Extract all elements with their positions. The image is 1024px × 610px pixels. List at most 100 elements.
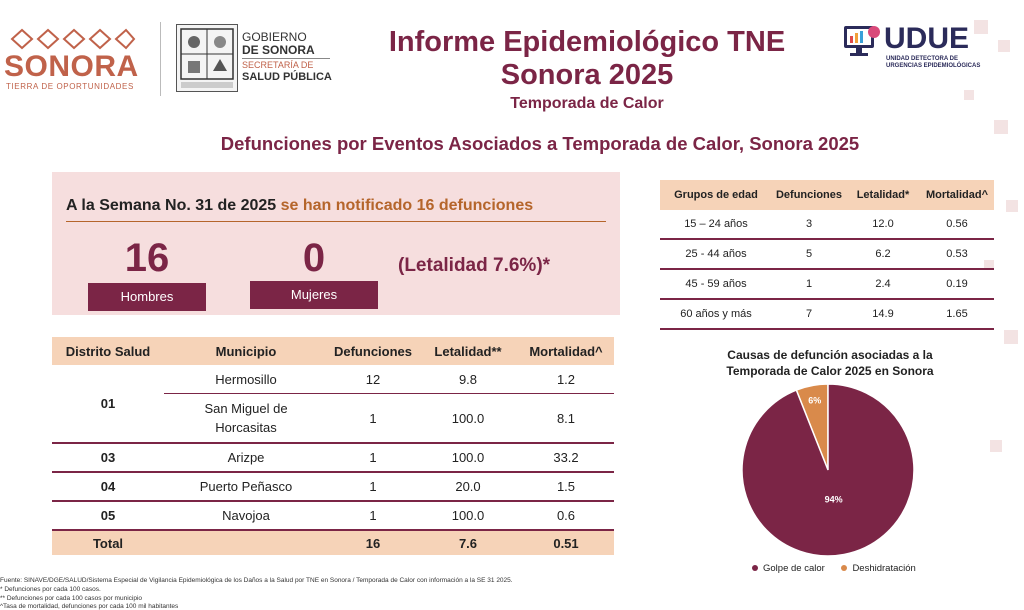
letalidad-cell: 12.0 <box>846 210 920 240</box>
pie-data-label: 94% <box>825 495 843 505</box>
col-header: Letalidad* <box>846 180 920 210</box>
women-count: 0 <box>302 236 326 280</box>
summary-divider <box>66 221 606 222</box>
district-cell: 03 <box>52 443 164 473</box>
letalidad-cell: 100.0 <box>418 501 518 531</box>
gov-line-2: DE SONORA <box>242 43 315 57</box>
total-label: Total <box>52 530 164 555</box>
district-cell: 05 <box>52 501 164 531</box>
state-seal-icon <box>176 24 238 92</box>
summary-headline-week: A la Semana No. 31 de 2025 <box>66 197 281 214</box>
legend-label: Deshidratación <box>852 563 916 574</box>
table-row: 45 - 59 años 1 2.4 0.19 <box>660 269 994 300</box>
sonora-logo: SONORA <box>4 50 139 83</box>
sonora-logo-pattern <box>10 28 136 50</box>
letalidad-cell: 20.0 <box>418 472 518 502</box>
table-total-row: Total 16 7.6 0.51 <box>52 530 614 555</box>
table-row: 25 - 44 años 5 6.2 0.53 <box>660 239 994 270</box>
summary-headline: A la Semana No. 31 de 2025 se han notifi… <box>66 197 533 215</box>
district-table: Distrito Salud Municipio Defunciones Let… <box>52 337 614 555</box>
letalidad-cell: 100.0 <box>418 443 518 473</box>
defunciones-cell: 1 <box>772 269 846 300</box>
defunciones-cell: 1 <box>328 501 418 531</box>
women-label: Mujeres <box>250 281 378 309</box>
footnote-2: ** Defunciones por cada 100 casos por mu… <box>0 595 143 602</box>
mortalidad-cell: 0.56 <box>920 210 994 240</box>
age-group-cell: 25 - 44 años <box>660 239 772 270</box>
sonora-tagline: TIERRA DE OPORTUNIDADES <box>6 82 134 91</box>
table-row: 03 Arizpe 1 100.0 33.2 <box>52 443 614 473</box>
mortalidad-cell: 1.2 <box>518 365 614 394</box>
total-letalidad: 7.6 <box>418 530 518 555</box>
col-header: Municipio <box>164 337 328 365</box>
defunciones-cell: 3 <box>772 210 846 240</box>
municipio-cell: Puerto Peñasco <box>164 472 328 502</box>
gov-line-3: SECRETARÍA DE <box>242 60 314 70</box>
footnote-source: Fuente: SINAVE/DGE/SALUD/Sistema Especia… <box>0 577 513 584</box>
age-table-header: Grupos de edad Defunciones Letalidad* Mo… <box>660 180 994 210</box>
defunciones-cell: 1 <box>328 393 418 444</box>
footnote-1: * Defunciones por cada 100 casos. <box>0 586 101 593</box>
mortalidad-cell: 1.65 <box>920 299 994 330</box>
age-group-table: Grupos de edad Defunciones Letalidad* Mo… <box>660 180 994 330</box>
col-header: Defunciones <box>772 180 846 210</box>
legend-item-golpe: Golpe de calor <box>752 563 825 574</box>
letalidad-cell: 2.4 <box>846 269 920 300</box>
legend-swatch <box>841 565 848 572</box>
letalidad-cell: 100.0 <box>418 393 518 444</box>
district-cell: 01 <box>52 365 164 444</box>
age-group-cell: 15 – 24 años <box>660 210 772 240</box>
defunciones-cell: 5 <box>772 239 846 270</box>
defunciones-cell: 1 <box>328 472 418 502</box>
footnote-3: ^Tasa de mortalidad, defunciones por cad… <box>0 603 179 610</box>
mortalidad-cell: 0.53 <box>920 239 994 270</box>
total-spacer <box>164 530 328 555</box>
defunciones-cell: 1 <box>328 443 418 473</box>
letalidad-cell: 9.8 <box>418 365 518 394</box>
municipio-cell: Navojoa <box>164 501 328 531</box>
udue-sub-1: UNIDAD DETECTORA DE <box>886 56 959 62</box>
mortalidad-cell: 8.1 <box>518 393 614 444</box>
header-divider <box>160 22 161 96</box>
district-cell: 04 <box>52 472 164 502</box>
mortalidad-cell: 0.6 <box>518 501 614 531</box>
col-header: Distrito Salud <box>52 337 164 365</box>
pie-slice-golpe-de-calor <box>741 383 915 557</box>
udue-sub-2: URGENCIAS EPIDEMIOLÓGICAS <box>886 63 981 69</box>
mortalidad-cell: 1.5 <box>518 472 614 502</box>
age-group-cell: 45 - 59 años <box>660 269 772 300</box>
total-mortalidad: 0.51 <box>518 530 614 555</box>
legend-label: Golpe de calor <box>763 563 825 574</box>
table-row: 60 años y más 7 14.9 1.65 <box>660 299 994 330</box>
municipio-cell: Hermosillo <box>164 365 328 394</box>
district-table-header: Distrito Salud Municipio Defunciones Let… <box>52 337 614 365</box>
table-row: 05 Navojoa 1 100.0 0.6 <box>52 501 614 531</box>
col-header: Letalidad** <box>418 337 518 365</box>
report-subtitle: Temporada de Calor <box>510 95 664 112</box>
age-group-cell: 60 años y más <box>660 299 772 330</box>
pie-chart-title-1: Causas de defunción asociadas a la <box>727 348 933 362</box>
table-row: 04 Puerto Peñasco 1 20.0 1.5 <box>52 472 614 502</box>
report-title-line-1: Informe Epidemiológico TNE <box>388 26 786 58</box>
mortalidad-cell: 33.2 <box>518 443 614 473</box>
gov-divider <box>242 58 330 59</box>
letalidad-cell: 14.9 <box>846 299 920 330</box>
defunciones-cell: 12 <box>328 365 418 394</box>
pie-data-label: 6% <box>808 396 821 406</box>
col-header: Mortalidad^ <box>920 180 994 210</box>
monitor-shield-icon <box>844 26 880 56</box>
col-header: Defunciones <box>328 337 418 365</box>
table-row: San Miguel de Horcasitas 1 100.0 8.1 <box>52 393 614 444</box>
municipio-cell: Arizpe <box>164 443 328 473</box>
table-row: 01 Hermosillo 12 9.8 1.2 <box>52 365 614 444</box>
legend-swatch <box>752 565 758 572</box>
pie-chart: 6% 94% <box>741 383 915 557</box>
table-row: 15 – 24 años 3 12.0 0.56 <box>660 210 994 240</box>
mortalidad-cell: 0.19 <box>920 269 994 300</box>
report-title-line-2: Sonora 2025 <box>500 59 674 91</box>
udue-logo: UDUE <box>884 22 970 55</box>
pie-legend: Golpe de calor Deshidratación <box>752 563 916 574</box>
defunciones-cell: 7 <box>772 299 846 330</box>
men-count: 16 <box>124 236 170 280</box>
gov-line-4: SALUD PÚBLICA <box>242 71 332 83</box>
